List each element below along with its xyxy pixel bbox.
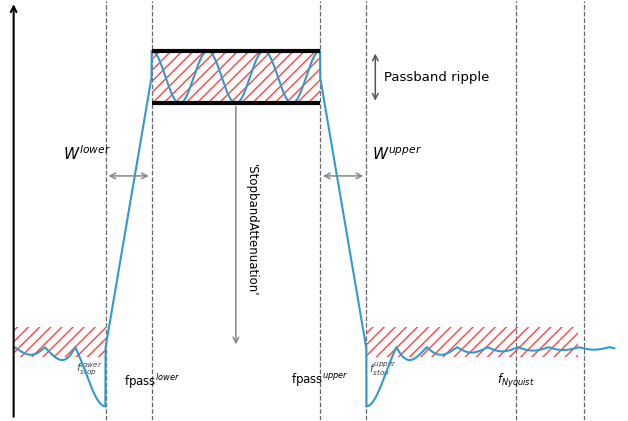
Text: $W^{lower}$: $W^{lower}$ — [63, 144, 111, 163]
Text: fpass$^{lower}$: fpass$^{lower}$ — [124, 372, 180, 391]
Text: 'StopbandAttenuation': 'StopbandAttenuation' — [245, 164, 258, 296]
Text: $f_{Nyquist}$: $f_{Nyquist}$ — [497, 372, 535, 390]
Text: Passband ripple: Passband ripple — [384, 71, 490, 84]
Text: fpass$^{upper}$: fpass$^{upper}$ — [291, 372, 349, 389]
Text: $W^{upper}$: $W^{upper}$ — [372, 145, 422, 163]
Text: $f_{stop}^{lower}$: $f_{stop}^{lower}$ — [76, 360, 102, 378]
Text: $f_{stop}^{upper}$: $f_{stop}^{upper}$ — [369, 360, 398, 378]
